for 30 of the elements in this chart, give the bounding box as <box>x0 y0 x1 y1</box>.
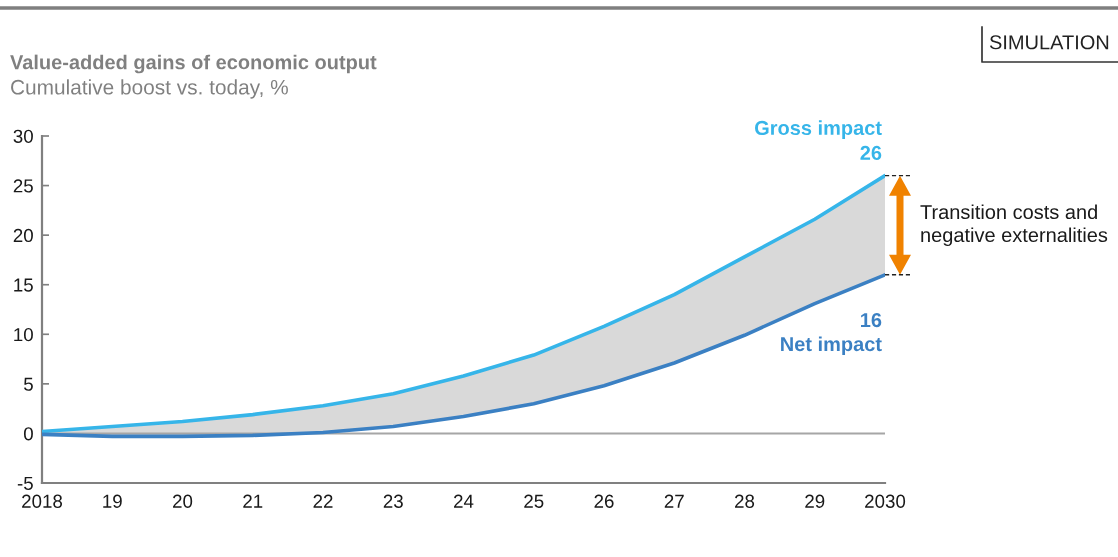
line-series <box>42 272 885 439</box>
y-tick-label: 20 <box>13 228 33 243</box>
y-tick-label: -5 <box>17 476 33 490</box>
x-tick-label: 19 <box>103 494 122 508</box>
y-tick-label: 5 <box>23 377 33 391</box>
y-tick-label: 15 <box>14 278 33 292</box>
y-tick-label: 25 <box>13 179 33 193</box>
x-tick-label: 27 <box>664 494 684 508</box>
chart-subtitle: Cumulative boost vs. today, % <box>11 79 288 99</box>
text: Transition costs and negative externalities <box>920 204 1108 247</box>
x-tick-label: 29 <box>805 494 825 508</box>
series-label: Gross impact <box>755 120 882 139</box>
y-tick-label: 0 <box>23 427 33 441</box>
x-tick-label: 28 <box>735 494 755 508</box>
x-tick-label: 21 <box>243 494 263 508</box>
data-label: 26 <box>860 145 882 161</box>
y-tick-label: 10 <box>14 327 33 342</box>
x-tick-label: 2030 <box>865 494 906 508</box>
y-tick-label: 30 <box>13 129 33 143</box>
data-label: 16 <box>861 313 882 328</box>
x-tick-label: 26 <box>594 494 614 508</box>
series-label: Net impact <box>781 336 882 356</box>
text: SIMULATION <box>989 35 1109 50</box>
x-tick-label: 24 <box>454 494 474 508</box>
x-tick-label: 2018 <box>22 494 63 508</box>
chart-title: Value-added gains of economic output <box>10 54 377 74</box>
x-tick-label: 22 <box>313 494 333 508</box>
x-tick-label: 25 <box>524 494 544 508</box>
x-tick-label: 20 <box>173 494 193 508</box>
x-tick-label: 23 <box>383 494 403 508</box>
